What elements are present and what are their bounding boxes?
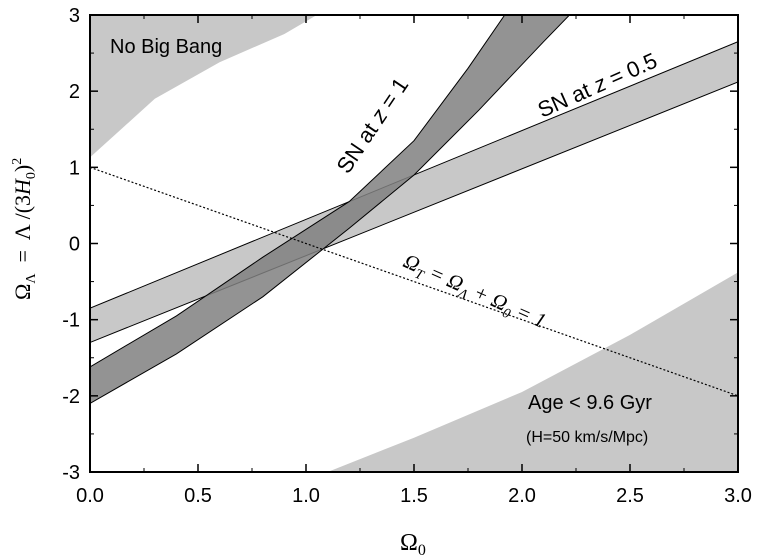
reference-line-group — [90, 166, 738, 397]
hubble-label: (H=50 km/s/Mpc) — [526, 429, 648, 446]
x-axis-ticks: 0.0 0.5 1.0 1.5 2.0 2.5 3.0 — [76, 15, 752, 507]
band-sn-z1 — [90, 15, 571, 404]
x-tick-label: 2.5 — [616, 485, 644, 507]
omega-total-label: ΩT = ΩΛ + Ω0 = 1 — [398, 249, 549, 337]
y-tick-label: 2 — [69, 81, 80, 103]
x-tick-label: 3.0 — [724, 485, 752, 507]
age-label: Age < 9.6 Gyr — [528, 392, 652, 414]
band-sn-z05 — [90, 41, 738, 344]
y-tick-label: -1 — [62, 310, 80, 332]
x-tick-label: 0.5 — [184, 485, 212, 507]
sn-bands — [90, 15, 738, 404]
no-big-bang-label: No Big Bang — [110, 36, 222, 58]
x-tick-label: 1.0 — [292, 485, 320, 507]
x-tick-label: 2.0 — [508, 485, 536, 507]
y-axis-label: ΩΛ = Λ /(3H0)2 — [10, 158, 39, 300]
y-tick-label: -3 — [62, 462, 80, 484]
region-no-big-bang — [90, 15, 317, 158]
y-tick-label: 1 — [69, 157, 80, 179]
region-age-limit — [327, 272, 738, 472]
omega-total-line — [90, 166, 738, 397]
x-tick-label: 1.5 — [400, 485, 428, 507]
shaded-regions — [90, 15, 738, 472]
y-tick-label: 0 — [69, 234, 80, 256]
x-tick-label: 0.0 — [76, 485, 104, 507]
y-tick-label: 3 — [69, 5, 80, 27]
y-tick-label: -2 — [62, 386, 80, 408]
y-axis-ticks: 3 2 1 0 -1 -2 -3 — [62, 5, 738, 484]
x-axis-label: Ω0 — [400, 530, 426, 556]
